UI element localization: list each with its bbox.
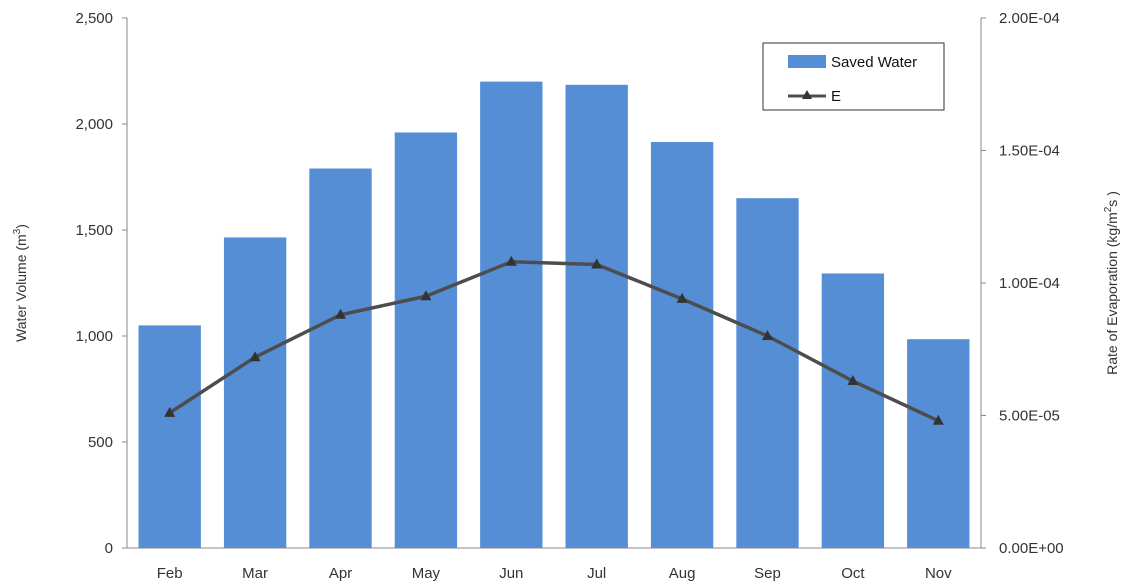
x-tick-label: Jul	[587, 565, 606, 582]
y2-axis-title: Rate of Evaporation (kg/m2s )	[1103, 191, 1120, 375]
legend: Saved Water E	[762, 42, 945, 111]
y-axis-title-base: Water Volume (m	[13, 234, 29, 342]
legend-box	[762, 42, 945, 111]
right-tick-label: 0.00E+00	[999, 540, 1064, 557]
bar-oct	[821, 273, 885, 548]
y2-axis-title-sup: 2	[1103, 206, 1114, 212]
x-tick-label: Apr	[329, 565, 352, 582]
e-point-sep	[762, 330, 773, 340]
bar-jul	[565, 84, 628, 548]
bar-apr	[309, 168, 372, 548]
legend-swatch-e-marker	[802, 90, 812, 99]
bar-nov	[907, 339, 970, 548]
e-point-oct	[847, 375, 859, 386]
x-tick-label: Mar	[242, 565, 268, 582]
line-series-e	[164, 255, 944, 425]
left-tick-label: 1,000	[75, 328, 113, 345]
left-tick-label: 2,500	[75, 10, 113, 27]
right-tick-label: 5.00E-05	[999, 408, 1060, 425]
x-tick-label: Feb	[157, 565, 183, 582]
right-tick-label: 1.50E-04	[999, 143, 1060, 160]
bar-sep	[736, 198, 799, 548]
plot-area: 0 500 1,000 1,500 2,000 2,500 0.00E+00 5.00E-0…	[75, 10, 1063, 582]
legend-label-e: E	[831, 88, 841, 105]
x-tick-label: May	[412, 565, 441, 582]
legend-swatch-saved-water	[788, 55, 826, 68]
y-axis-title: Water Volume (m3)	[12, 224, 29, 342]
left-tick-label: 0	[105, 540, 113, 557]
e-line	[168, 260, 940, 423]
e-point-feb	[164, 406, 176, 417]
y-axis-title-tail: )	[13, 224, 29, 229]
legend-label-saved-water: Saved Water	[831, 54, 917, 71]
right-tick-label: 1.00E-04	[999, 275, 1060, 292]
bar-may	[394, 132, 458, 549]
e-point-nov	[932, 414, 944, 425]
e-point-jun	[505, 255, 517, 266]
x-tick-label: Sep	[754, 565, 781, 582]
right-axis-ticks: 0.00E+00 5.00E-05 1.00E-04 1.50E-04 2.00E-04	[981, 10, 1064, 557]
bar-jun	[480, 81, 543, 548]
y-axis-title-sup: 3	[12, 228, 23, 234]
bar-aug	[650, 142, 714, 548]
e-point-jul	[591, 258, 603, 269]
bar-series-saved-water	[138, 81, 970, 549]
right-tick-label: 2.00E-04	[999, 10, 1060, 27]
y2-axis-title-tail: s )	[1104, 191, 1120, 207]
bar-mar	[223, 237, 287, 549]
left-tick-label: 500	[88, 434, 113, 451]
x-tick-label: Nov	[925, 565, 952, 582]
x-tick-label: Aug	[669, 565, 696, 582]
e-point-aug	[676, 292, 688, 303]
x-axis-tick-labels: Feb Mar Apr May Jun Jul Aug Sep Oct Nov	[157, 565, 952, 582]
e-point-may	[420, 290, 432, 301]
left-tick-label: 1,500	[75, 222, 113, 239]
left-tick-label: 2,000	[75, 116, 113, 133]
left-axis-ticks: 0 500 1,000 1,500 2,000 2,500	[75, 10, 127, 557]
x-tick-label: Jun	[499, 565, 523, 582]
e-point-mar	[249, 351, 261, 362]
e-point-apr	[335, 308, 346, 319]
y2-axis-title-base: Rate of Evaporation (kg/m	[1104, 212, 1120, 375]
x-tick-label: Oct	[841, 565, 865, 582]
bar-feb	[138, 325, 201, 548]
